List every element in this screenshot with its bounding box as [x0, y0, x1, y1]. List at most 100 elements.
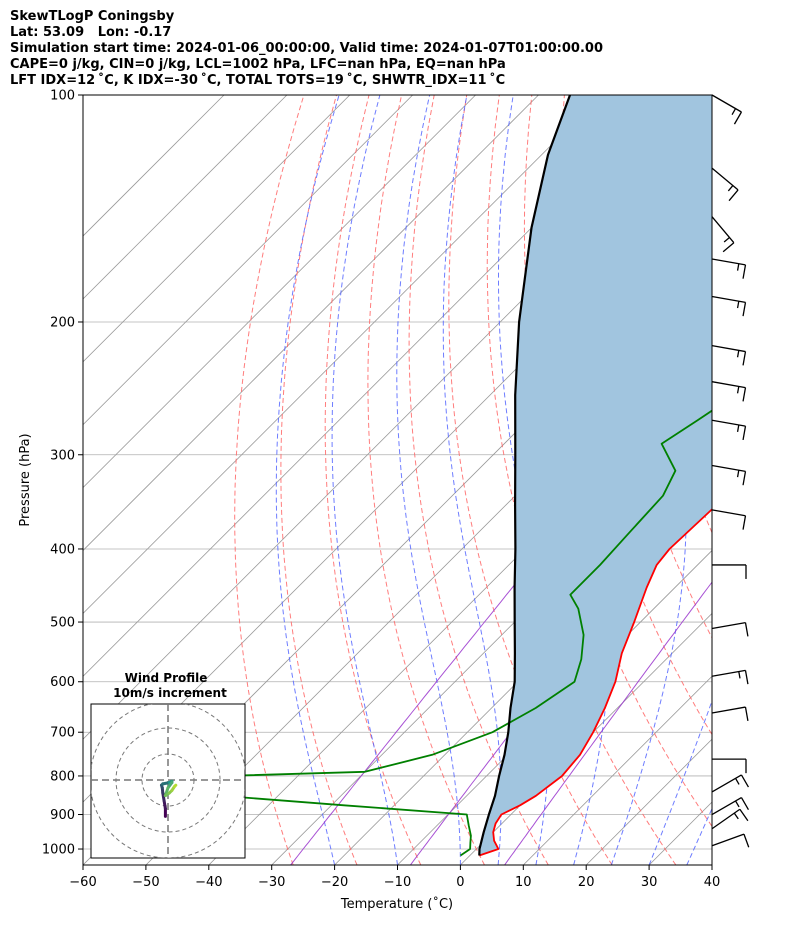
wind-barb-staff	[711, 258, 746, 266]
wind-barb-staff	[711, 167, 739, 191]
y-tick-label: 500	[50, 616, 75, 631]
wind-barb-flag	[742, 387, 747, 402]
wind-barb-flag	[727, 185, 734, 192]
wind-barb-staff	[711, 808, 741, 830]
wind-barb-flag	[722, 242, 735, 253]
wind-barb-flag	[742, 471, 747, 486]
dry-adiabat	[408, 95, 549, 865]
moist-adiabat	[725, 95, 794, 865]
moist-adiabat	[686, 807, 712, 865]
isotherm	[83, 95, 539, 552]
dry-adiabat	[324, 95, 422, 865]
wind-barb-flag	[738, 671, 741, 679]
y-tick-label: 1000	[42, 843, 75, 858]
indices-line: LFT IDX=12 ˚C, K IDX=-30 ˚C, TOTAL TOTS=…	[10, 73, 506, 88]
x-tick-label: 30	[641, 875, 658, 890]
wind-barb-flag	[736, 301, 740, 309]
y-axis-label: Pressure (hPa)	[18, 433, 33, 526]
wind-barb-flag	[740, 774, 750, 788]
isotherm	[334, 487, 712, 865]
wind-barb-flag	[744, 670, 749, 685]
wind-barb-staff	[711, 774, 742, 793]
axis-ticks: −60 −50 −40 −30 −20 −10 0 10 20 30 40 100 200 300 400 5…	[42, 89, 720, 891]
y-tick-label: 100	[50, 89, 75, 104]
stability-line: CAPE=0 j/kg, CIN=0 j/kg, LCL=1002 hPa, L…	[10, 57, 506, 72]
wind-barb-flag	[736, 350, 740, 358]
chart-title: SkewTLogP Coningsby	[10, 9, 175, 24]
hodograph-segment	[173, 783, 178, 788]
wind-profile-inset: Wind Profile 10m/s increment	[90, 671, 246, 859]
moist-adiabat	[610, 95, 687, 865]
x-tick-label: 0	[456, 875, 464, 890]
location-line: Lat: 53.09 Lon: -0.17	[10, 25, 172, 40]
isotherm	[83, 95, 602, 614]
x-tick-label: −30	[258, 875, 285, 890]
chart-header: SkewTLogP Coningsby Lat: 53.09 Lon: -0.1…	[10, 9, 603, 89]
wind-barb-flag	[734, 800, 740, 808]
inset-rings	[91, 704, 245, 858]
wind-barb-flag	[740, 797, 750, 810]
x-tick-label: 40	[704, 875, 721, 890]
dry-adiabat	[280, 95, 358, 865]
x-axis-label: Temperature (˚C)	[340, 896, 453, 912]
time-line: Simulation start time: 2024-01-06_00:00:…	[10, 41, 603, 56]
mixing-ratio-line	[504, 581, 712, 865]
inset-subtitle: 10m/s increment	[113, 686, 227, 700]
wind-barb-staff	[711, 706, 746, 714]
isotherm	[775, 95, 794, 865]
isotherm	[83, 95, 413, 426]
wind-barb-flag	[743, 833, 750, 848]
temperature-line	[479, 508, 712, 857]
inset-title: Wind Profile	[125, 671, 208, 685]
wind-barb-staff	[711, 669, 746, 677]
isotherm	[83, 95, 476, 489]
wind-barb-flag	[744, 622, 749, 637]
x-tick-label: −40	[195, 875, 222, 890]
isotherm	[83, 95, 288, 300]
wind-barb-staff	[711, 796, 742, 816]
wind-barb-flag	[736, 386, 740, 394]
wind-barb-staff	[711, 216, 735, 244]
wind-barb-flag	[736, 424, 740, 432]
dewpoint-line	[220, 409, 712, 857]
moist-adiabat	[442, 95, 502, 865]
wind-barb-flag	[723, 237, 730, 243]
wind-barbs	[711, 94, 750, 848]
y-tick-label: 200	[50, 315, 75, 330]
parcel-line	[478, 95, 572, 856]
wind-barb-staff	[711, 833, 745, 847]
isotherm	[523, 675, 712, 865]
y-tick-label: 600	[50, 675, 75, 690]
profile-lines	[220, 95, 712, 857]
wind-barb-flag	[733, 812, 739, 820]
y-tick-label: 300	[50, 448, 75, 463]
dry-adiabat	[760, 95, 794, 865]
wind-barb-staff	[711, 345, 746, 353]
cape-shading	[479, 95, 712, 856]
dry-adiabat	[727, 95, 794, 865]
wind-barb-staff	[711, 419, 746, 427]
dry-adiabat	[234, 95, 305, 865]
x-tick-label: −20	[321, 875, 348, 890]
x-tick-label: 10	[515, 875, 532, 890]
moist-adiabat	[331, 95, 398, 865]
isotherm	[83, 95, 225, 237]
y-tick-label: 700	[50, 726, 75, 741]
shaded-area	[479, 95, 712, 856]
wind-barb-flag	[739, 808, 749, 822]
wind-barb-flag	[734, 778, 740, 785]
wind-barb-staff	[711, 381, 746, 389]
moist-adiabat	[396, 95, 461, 865]
y-tick-label: 400	[50, 542, 75, 557]
moist-adiabat	[275, 95, 340, 865]
y-tick-label: 900	[50, 808, 75, 823]
wind-barb-staff	[711, 621, 746, 630]
wind-barb-flag	[742, 351, 747, 366]
wind-barb-staff	[711, 94, 742, 113]
wind-barb-staff	[711, 295, 746, 303]
wind-barb-flag	[731, 108, 737, 115]
isotherm	[711, 864, 712, 865]
wind-barb-flag	[742, 426, 747, 441]
wind-barb-flag	[733, 111, 743, 125]
